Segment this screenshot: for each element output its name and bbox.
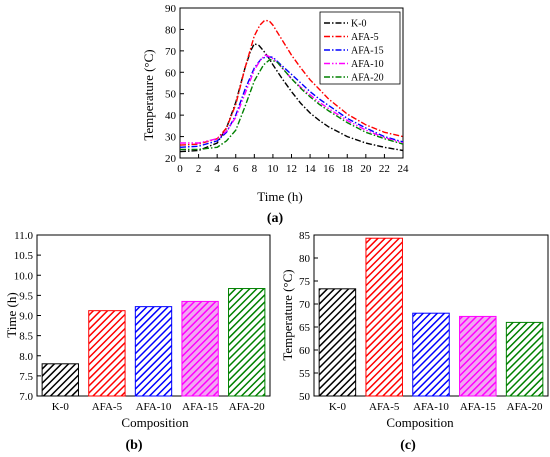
- panel-b-x-tick-label: K-0: [52, 401, 70, 413]
- panel-a-x-tick-label: 4: [214, 163, 220, 175]
- panel-c-y-tick-label: 85: [299, 230, 311, 242]
- panel-c-bar-chart: Composition Temperature (°C) (c) 50 55 60 6…: [280, 230, 549, 453]
- panel-b-y-tick-label: 7.5: [19, 371, 33, 383]
- panel-a-y-axis-label: Temperature (°C): [141, 49, 156, 140]
- panel-b-bar-afa-20: [228, 288, 266, 397]
- panel-a-y-tick-label: 40: [165, 110, 177, 122]
- panel-b-y-axis-label: Time (h): [4, 292, 19, 337]
- panel-c-label: (c): [400, 438, 416, 453]
- series-line-afa-15: [179, 55, 404, 148]
- panel-a-y-tick-label: 60: [165, 67, 177, 79]
- panel-a-x-axis-label: Time (h): [257, 189, 302, 204]
- panel-b-x-tick-label: AFA-15: [182, 401, 218, 413]
- panel-a-y-tick-label: 50: [165, 89, 177, 101]
- panel-b-x-tick-label: AFA-10: [136, 401, 172, 413]
- panel-b-y-tick-label: 9.0: [19, 311, 33, 323]
- panel-c-y-tick-label: 65: [299, 322, 311, 334]
- panel-c-y-tick-label: 80: [299, 253, 311, 265]
- panel-c-y-tick-label: 75: [299, 276, 311, 288]
- panel-c-x-tick-label: AFA-20: [507, 401, 543, 413]
- panel-a-line-chart: Time (h) Temperature (°C) (a) 0 2 4 6 8 10 12 1…: [141, 3, 409, 226]
- panel-a-x-tick-label: 2: [196, 163, 202, 175]
- panel-b-bar-chart: Composition Time (h) (b) 7.0 7.5 8.0 8.5 9.0…: [4, 230, 271, 453]
- panel-b-label: (b): [125, 438, 142, 453]
- legend-label-afa-15: AFA-15: [351, 46, 384, 57]
- panel-b-bar-afa-15: [181, 300, 219, 397]
- panel-a-y-tick-label: 80: [165, 24, 177, 36]
- panel-c-y-axis-label: Temperature (°C): [280, 269, 295, 360]
- panel-c-x-axis-label: Composition: [386, 415, 454, 430]
- panel-a-x-tick-label: 0: [177, 163, 183, 175]
- panel-c-x-tick-label: AFA-10: [413, 401, 449, 413]
- panel-b-bar-afa-10: [134, 306, 173, 397]
- panel-c-y-tick-label: 60: [299, 345, 311, 357]
- panel-a-x-tick-label: 8: [252, 163, 258, 175]
- panel-b-y-tick-label: 10.5: [14, 250, 34, 262]
- panel-c-bar-afa-15: [459, 315, 497, 397]
- panel-a-y-tick-label: 20: [165, 153, 177, 165]
- panel-a-x-tick-label: 14: [305, 163, 317, 175]
- panel-a-x-tick-label: 6: [233, 163, 239, 175]
- panel-b-x-tick-label: AFA-20: [229, 401, 265, 413]
- series-line-afa-20: [180, 58, 404, 151]
- panel-a-x-tick-label: 18: [342, 163, 354, 175]
- panel-a-x-tick-label: 24: [398, 163, 410, 175]
- panel-a-x-tick-label: 12: [286, 163, 297, 175]
- panel-a-x-tick-label: 10: [267, 163, 279, 175]
- panel-b-y-tick-label: 8.0: [19, 351, 33, 363]
- legend-label-afa-5: AFA-5: [351, 32, 379, 43]
- panel-b-x-axis-label: Composition: [121, 415, 189, 430]
- panel-a-y-tick-label: 70: [165, 46, 177, 58]
- panel-a-x-tick-label: 16: [323, 163, 335, 175]
- series-line-afa-5: [179, 19, 404, 146]
- panel-c-x-tick-label: K-0: [329, 401, 347, 413]
- panel-b-y-tick-label: 8.5: [19, 331, 33, 343]
- panel-b-y-tick-label: 11.0: [14, 230, 33, 242]
- panel-b-bar-afa-5: [88, 310, 126, 397]
- panel-c-bar-afa-5: [365, 237, 403, 397]
- panel-a-x-tick-label: 20: [360, 163, 372, 175]
- panel-b-y-tick-label: 10.0: [14, 270, 34, 282]
- panel-c-bar-afa-20: [505, 321, 544, 397]
- panel-a-x-tick-label: 22: [379, 163, 390, 175]
- panel-c-x-tick-label: AFA-5: [369, 401, 400, 413]
- panel-c-y-tick-label: 55: [299, 368, 311, 380]
- panel-b-bar-k-0: [41, 363, 79, 397]
- legend-label-k-0: K-0: [351, 19, 367, 30]
- panel-b-x-tick-label: AFA-5: [92, 401, 123, 413]
- panel-a-y-tick-label: 30: [165, 132, 177, 144]
- panel-c-bar-afa-10: [412, 312, 450, 397]
- panel-b-y-tick-label: 7.0: [19, 391, 33, 403]
- panel-c-y-tick-label: 50: [299, 391, 311, 403]
- legend-label-afa-10: AFA-10: [351, 59, 384, 70]
- panel-c-x-tick-label: AFA-15: [460, 401, 496, 413]
- legend-label-afa-20: AFA-20: [351, 73, 384, 84]
- panel-c-bar-k-0: [318, 288, 357, 397]
- panel-a-label: (a): [267, 211, 284, 226]
- panel-b-y-tick-label: 9.5: [19, 290, 33, 302]
- panel-a-y-tick-label: 90: [165, 3, 177, 15]
- panel-c-y-tick-label: 70: [299, 299, 311, 311]
- panel-a-legend-box: [319, 11, 401, 85]
